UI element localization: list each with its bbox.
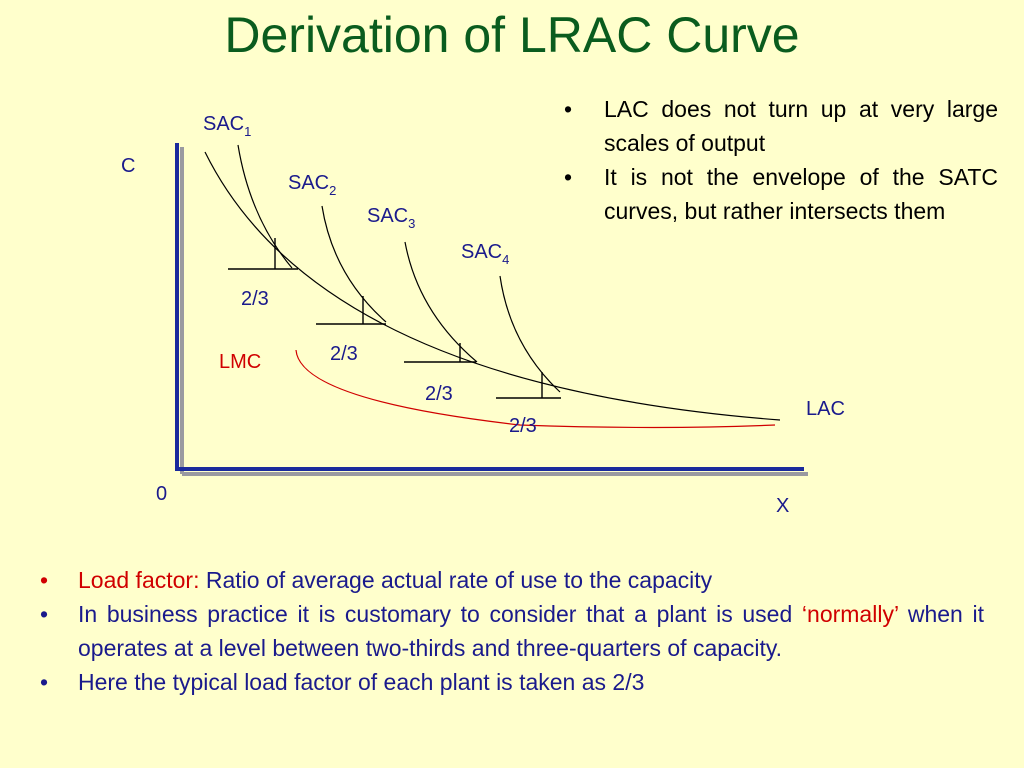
sac2-label: SAC2 — [288, 172, 336, 198]
bullet-text: when it operates at a level between two-… — [78, 601, 985, 661]
list-item: • Load factor: Ratio of average actual r… — [40, 563, 984, 597]
sac3-label: SAC3 — [367, 205, 415, 231]
lac-label: LAC — [806, 398, 845, 420]
list-item: • LAC does not turn up at very large sca… — [560, 92, 998, 160]
list-item: • Here the typical load factor of each p… — [40, 665, 984, 699]
bullet-text: LAC does not turn up at very large scale… — [604, 96, 998, 156]
lmc-curve — [295, 349, 776, 429]
load-label-4: 2/3 — [509, 415, 537, 437]
bullet-icon: • — [564, 96, 573, 122]
sac1-label: SAC1 — [203, 113, 251, 139]
lmc-label: LMC — [219, 351, 261, 373]
sac4-curve — [499, 275, 561, 393]
normally-term: ‘normally’ — [801, 601, 899, 627]
load-label-3: 2/3 — [425, 383, 453, 405]
list-item: • It is not the envelope of the SATC cur… — [560, 160, 998, 228]
sac3-curve — [404, 241, 478, 363]
origin-label: 0 — [156, 483, 167, 505]
lac-curve — [204, 151, 781, 421]
bottom-bullet-list: • Load factor: Ratio of average actual r… — [40, 563, 984, 699]
sac2-curve — [321, 205, 387, 323]
bullet-text: In business practice it is customary to … — [78, 601, 802, 627]
bullet-text: It is not the envelope of the SATC curve… — [604, 164, 998, 224]
slide-title: Derivation of LRAC Curve — [224, 7, 800, 63]
load-label-2: 2/3 — [330, 343, 358, 365]
bullet-icon: • — [40, 601, 49, 627]
load-markers — [228, 238, 561, 399]
bullet-icon: • — [564, 164, 573, 190]
x-axis-label: X — [776, 495, 789, 517]
y-axis-label: C — [121, 155, 135, 177]
list-item: • In business practice it is customary t… — [40, 597, 984, 665]
bullet-text: Ratio of average actual rate of use to t… — [199, 567, 713, 593]
sac1-curve — [237, 144, 293, 269]
load-factor-term: Load factor: — [78, 567, 200, 593]
lrac-diagram: C X 0 SAC1 SAC2 SAC3 SAC4 LAC LMC 2/3 2/… — [121, 113, 845, 517]
axes — [175, 143, 808, 476]
sac4-label: SAC4 — [461, 241, 509, 267]
bullet-icon: • — [40, 567, 49, 593]
bullet-icon: • — [40, 669, 49, 695]
load-label-1: 2/3 — [241, 288, 269, 310]
right-bullet-list: • LAC does not turn up at very large sca… — [560, 92, 998, 228]
bullet-text: Here the typical load factor of each pla… — [78, 669, 645, 695]
